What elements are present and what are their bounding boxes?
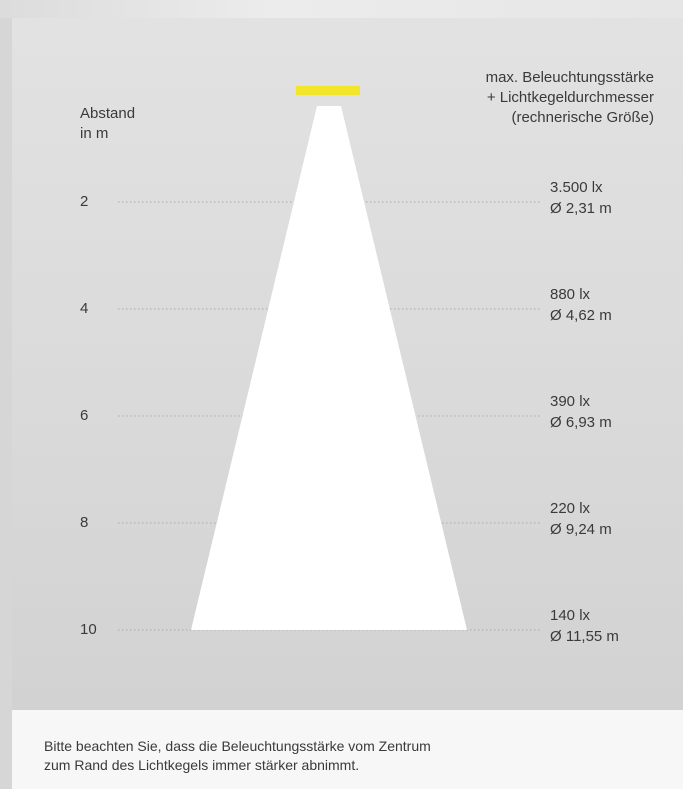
- value-block: 390 lx Ø 6,93 m: [550, 391, 612, 433]
- footnote-line2: zum Rand des Lichtkegels immer stärker a…: [44, 757, 360, 773]
- illuminance-header-line1: max. Beleuchtungsstärke: [485, 69, 654, 86]
- illuminance-header-line3: (rechnerische Größe): [511, 109, 654, 126]
- diameter-value: Ø 6,93 m: [550, 414, 612, 431]
- distance-axis-label: Abstand in m: [80, 104, 135, 144]
- distance-label: 8: [80, 514, 89, 531]
- illuminance-header-line2: + Lichtkegeldurchmesser: [486, 89, 654, 106]
- value-block: 220 lx Ø 9,24 m: [550, 498, 612, 540]
- distance-label: 10: [80, 621, 97, 638]
- illuminance-value: 3.500 lx: [550, 179, 603, 196]
- illuminance-value: 140 lx: [550, 607, 591, 624]
- diameter-value: Ø 11,55 m: [550, 628, 619, 645]
- illuminance-header: max. Beleuchtungsstärke + Lichtkegeldurc…: [486, 68, 654, 128]
- value-block: 880 lx Ø 4,62 m: [550, 284, 612, 326]
- distance-label: 6: [80, 407, 89, 424]
- top-strip: [0, 0, 683, 18]
- light-cone: [191, 106, 467, 630]
- value-block: 140 lx Ø 11,55 m: [550, 605, 619, 647]
- illuminance-value: 390 lx: [550, 393, 591, 410]
- illuminance-value: 880 lx: [550, 286, 591, 303]
- distance-label: 4: [80, 300, 89, 317]
- lamp-icon: [296, 86, 360, 95]
- diameter-value: Ø 9,24 m: [550, 521, 612, 538]
- left-rail: [0, 18, 12, 789]
- diameter-value: Ø 4,62 m: [550, 307, 612, 324]
- footer-panel: [12, 710, 683, 789]
- footnote: Bitte beachten Sie, dass die Beleuchtung…: [44, 737, 431, 775]
- diameter-value: Ø 2,31 m: [550, 200, 612, 217]
- distance-label-line2: in m: [80, 125, 109, 142]
- value-block: 3.500 lx Ø 2,31 m: [550, 177, 612, 219]
- distance-label-line1: Abstand: [80, 105, 136, 122]
- footnote-line1: Bitte beachten Sie, dass die Beleuchtung…: [44, 738, 431, 754]
- illuminance-value: 220 lx: [550, 500, 591, 517]
- distance-label: 2: [80, 193, 89, 210]
